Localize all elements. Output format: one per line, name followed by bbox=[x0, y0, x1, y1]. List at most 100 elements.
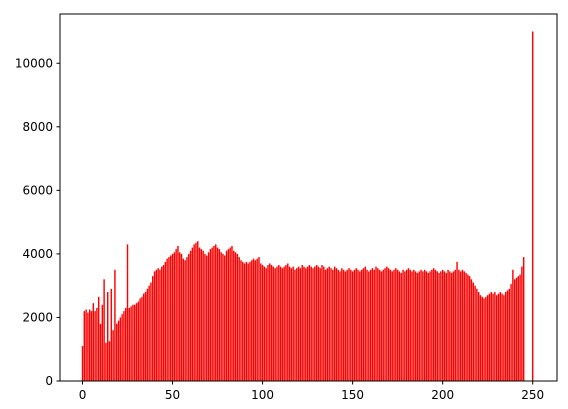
bar bbox=[445, 272, 447, 381]
bar bbox=[326, 268, 329, 381]
bar bbox=[497, 293, 500, 381]
x-tick-label: 250 bbox=[521, 388, 544, 402]
bar bbox=[332, 269, 334, 381]
bar bbox=[323, 266, 325, 381]
bar bbox=[305, 268, 307, 381]
bar bbox=[179, 252, 181, 381]
bar bbox=[371, 268, 374, 381]
bar bbox=[423, 269, 426, 381]
bar bbox=[220, 252, 222, 381]
bar bbox=[209, 249, 212, 381]
bar bbox=[242, 261, 244, 381]
bar bbox=[483, 298, 485, 381]
bar bbox=[126, 244, 129, 381]
bar bbox=[252, 258, 255, 381]
bar bbox=[359, 271, 361, 381]
bar bbox=[312, 268, 314, 381]
bar bbox=[441, 269, 444, 381]
bar bbox=[501, 293, 503, 381]
bar bbox=[213, 245, 215, 381]
bar bbox=[88, 309, 91, 381]
bar bbox=[263, 266, 266, 381]
bar bbox=[164, 261, 167, 381]
bar bbox=[342, 269, 345, 381]
bar bbox=[103, 279, 105, 381]
bar bbox=[299, 268, 302, 381]
bar bbox=[346, 269, 348, 381]
bar bbox=[402, 269, 404, 381]
bar bbox=[405, 269, 408, 381]
bar bbox=[117, 320, 120, 381]
bar bbox=[197, 241, 199, 381]
bar bbox=[429, 271, 431, 381]
bar bbox=[366, 269, 368, 381]
bar bbox=[112, 330, 114, 381]
bar bbox=[247, 263, 249, 381]
bar bbox=[121, 314, 123, 381]
bar bbox=[236, 253, 239, 381]
bar bbox=[481, 296, 483, 381]
x-tick-label: 100 bbox=[251, 388, 274, 402]
bar bbox=[287, 263, 289, 381]
bar bbox=[411, 271, 413, 381]
bar bbox=[348, 268, 350, 381]
bar bbox=[436, 271, 438, 381]
bar bbox=[186, 257, 188, 381]
bar bbox=[202, 250, 204, 381]
bar bbox=[360, 269, 363, 381]
bar bbox=[144, 292, 147, 381]
bar bbox=[267, 265, 269, 381]
bar bbox=[449, 271, 451, 381]
bar bbox=[245, 261, 248, 381]
bar bbox=[258, 257, 260, 381]
bar bbox=[447, 269, 449, 381]
bar bbox=[229, 247, 231, 381]
bar bbox=[494, 292, 496, 381]
bar bbox=[465, 272, 467, 381]
bar bbox=[296, 268, 298, 381]
bar bbox=[278, 265, 280, 381]
bar bbox=[458, 269, 460, 381]
bar bbox=[378, 269, 381, 381]
bar bbox=[206, 255, 208, 381]
bar bbox=[495, 295, 498, 381]
bar bbox=[512, 269, 514, 381]
bar bbox=[335, 268, 338, 381]
bar bbox=[195, 242, 197, 381]
bar bbox=[87, 312, 89, 381]
bar bbox=[422, 271, 424, 381]
bar bbox=[171, 253, 174, 381]
bar bbox=[452, 271, 455, 381]
bar bbox=[339, 271, 341, 381]
bar bbox=[492, 293, 494, 381]
bar bbox=[468, 276, 471, 381]
bar bbox=[414, 271, 417, 381]
bar bbox=[508, 288, 511, 381]
bar bbox=[515, 277, 518, 381]
bar bbox=[119, 317, 122, 381]
bar bbox=[337, 269, 339, 381]
bar bbox=[215, 244, 217, 381]
bar bbox=[344, 271, 347, 381]
bar bbox=[96, 307, 98, 381]
bar bbox=[161, 266, 163, 381]
x-tick-label: 200 bbox=[431, 388, 454, 402]
bar bbox=[168, 257, 170, 381]
bar bbox=[139, 298, 141, 381]
bar bbox=[351, 271, 354, 381]
bar bbox=[321, 265, 323, 381]
bar bbox=[137, 301, 140, 381]
bar bbox=[391, 271, 393, 381]
bar bbox=[490, 292, 492, 381]
bar bbox=[182, 258, 185, 381]
bar bbox=[432, 268, 435, 381]
bar bbox=[328, 266, 330, 381]
bar bbox=[130, 306, 132, 381]
bar bbox=[200, 249, 203, 381]
bar bbox=[105, 342, 107, 381]
bar bbox=[521, 266, 523, 381]
bar bbox=[314, 266, 316, 381]
bar bbox=[193, 244, 195, 381]
bar bbox=[384, 268, 386, 381]
x-tick-label: 150 bbox=[341, 388, 364, 402]
